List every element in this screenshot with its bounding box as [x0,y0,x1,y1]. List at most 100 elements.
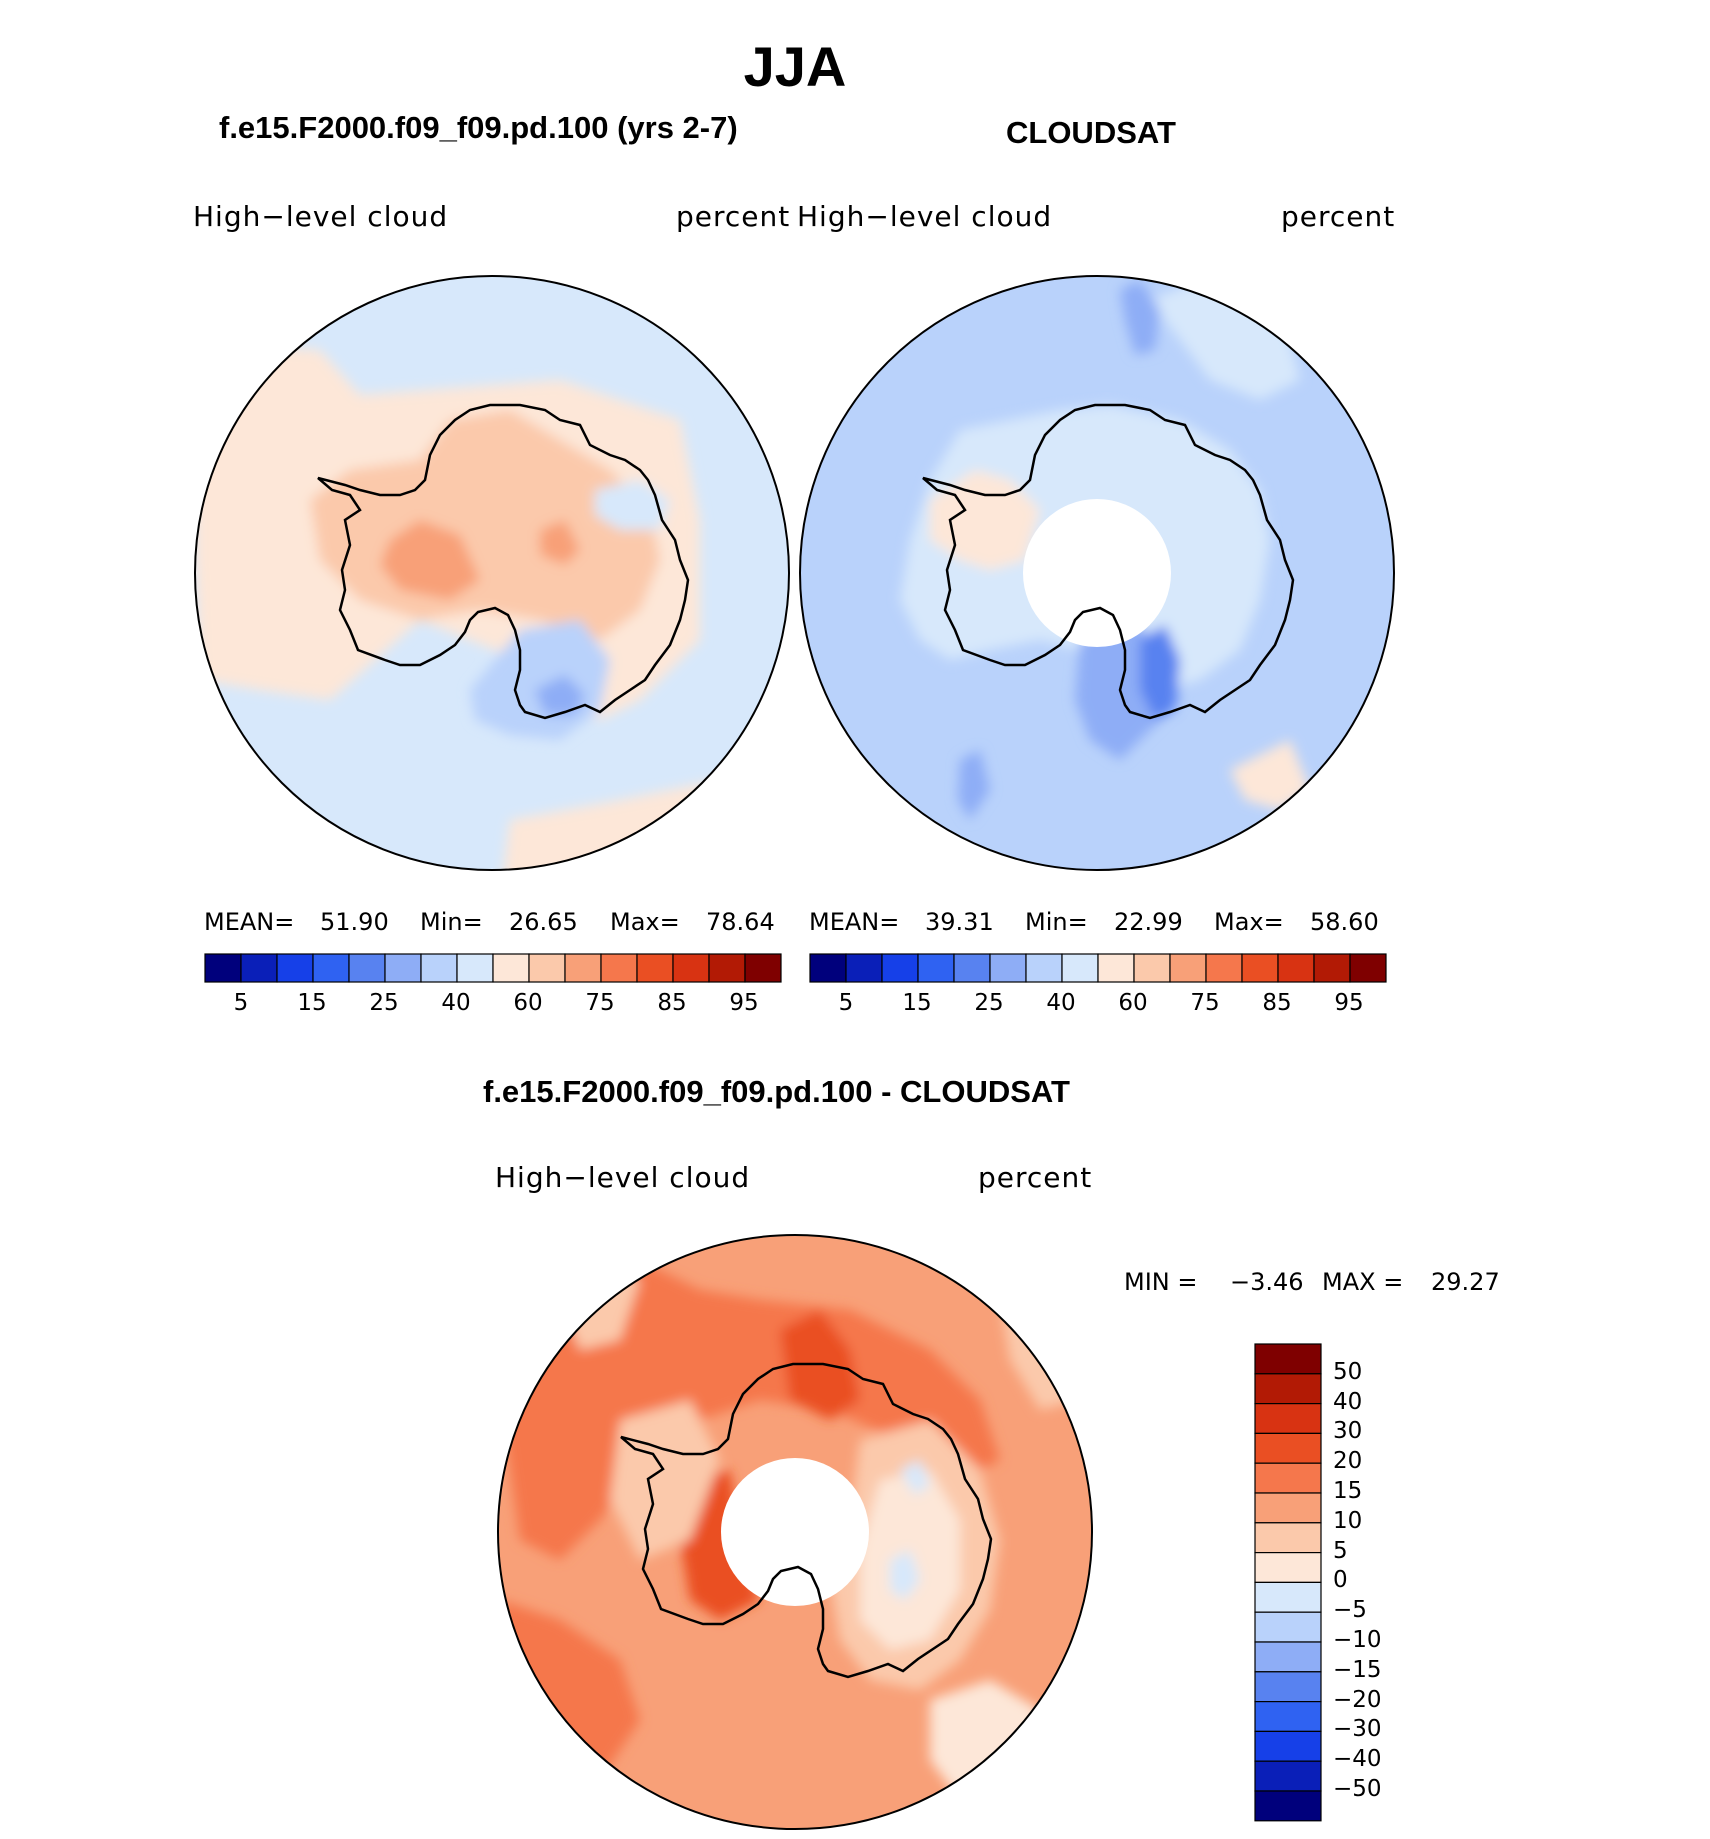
colorbar-swatch [204,953,242,983]
obs-map [800,276,1394,870]
colorbar-swatch [1349,953,1387,983]
colorbar-swatch [881,953,919,983]
colorbar-swatch [1169,953,1207,983]
tick-label: −10 [1333,1627,1382,1653]
colorbar-swatch [744,953,782,983]
tick-label: 95 [1334,990,1364,1016]
colorbar-swatch [845,953,883,983]
colorbar-swatch [1254,1790,1322,1822]
tick-label: 5 [1333,1538,1348,1564]
colorbar-swatch [1254,1373,1322,1405]
colorbar-diff [1254,1343,1322,1822]
model-min-value: 26.65 [509,908,578,936]
colorbar-swatch [1254,1701,1322,1733]
obs-mean-value: 39.31 [925,908,994,936]
map-fill [900,1460,930,1495]
tick-label: −40 [1333,1746,1382,1772]
map-fill [1140,625,1180,720]
tick-label: 75 [1190,990,1220,1016]
tick-label: 15 [297,990,327,1016]
map-fill [535,675,585,715]
obs-min-value: 22.99 [1114,908,1183,936]
tick-label: 50 [1333,1359,1363,1385]
colorbar-swatch [1025,953,1063,983]
colorbar-swatch [708,953,746,983]
map-fill [1230,740,1310,810]
diff-max-value: 29.27 [1431,1268,1500,1296]
colorbar-swatch [1254,1462,1322,1494]
colorbar-swatch [348,953,386,983]
model-mean-label: MEAN= [204,908,295,936]
map-fill [890,1550,920,1600]
coastline [922,403,1295,720]
colorbar-swatch [953,953,991,983]
colorbar-obs [809,953,1387,983]
colorbar-swatch [1254,1402,1322,1434]
colorbar-swatch [1205,953,1243,983]
colorbar-swatch [492,953,530,983]
colorbar-swatch [1254,1760,1322,1792]
map-fill [1120,280,1160,355]
colorbar-swatch [1254,1552,1322,1584]
tick-label: 5 [233,990,249,1016]
colorbar-swatch [1254,1730,1322,1762]
tick-label: 15 [902,990,932,1016]
tick-label: 10 [1333,1508,1363,1534]
tick-label: 40 [441,990,471,1016]
tick-label: 85 [1262,990,1292,1016]
tick-label: 60 [1118,990,1148,1016]
model-variable-label: High−level cloud [193,200,449,233]
colorbar-swatch [1097,953,1135,983]
colorbar-swatch [600,953,638,983]
model-max-label: Max= [610,908,680,936]
map-fill [500,1260,1000,1560]
tick-label: 0 [1333,1567,1348,1593]
colorbar-swatch [1254,1492,1322,1524]
tick-label: 20 [1333,1448,1363,1474]
colorbar-swatch [672,953,710,983]
tick-label: −15 [1333,1657,1382,1683]
colorbar-swatch [1254,1432,1322,1464]
colorbar-swatch [636,953,674,983]
tick-label: −20 [1333,1687,1382,1713]
tick-label: 85 [657,990,687,1016]
colorbar-swatch [1241,953,1279,983]
model-case-title: f.e15.F2000.f09_f09.pd.100 (yrs 2-7) [219,110,738,145]
colorbar-swatch [1254,1611,1322,1643]
model-max-value: 78.64 [706,908,775,936]
map-fill [540,520,580,565]
model-units-label: percent [676,200,791,233]
obs-title: CLOUDSAT [1006,115,1176,150]
tick-label: −30 [1333,1716,1382,1742]
obs-units-label: percent [1281,200,1396,233]
colorbar-swatch [240,953,278,983]
map-fill [930,470,1040,570]
diff-min-label: MIN = [1124,1268,1198,1296]
colorbar-swatch [1254,1343,1322,1375]
colorbar-swatch [917,953,955,983]
map-fill [500,780,720,870]
tick-label: 75 [585,990,615,1016]
diff-title: f.e15.F2000.f09_f09.pd.100 - CLOUDSAT [483,1074,1070,1109]
obs-max-value: 58.60 [1310,908,1379,936]
colorbar-swatch [420,953,458,983]
colorbar-swatch [1254,1522,1322,1554]
colorbar-swatch [1254,1581,1322,1613]
tick-label: 25 [369,990,399,1016]
colorbar-swatch [312,953,350,983]
map-fill [958,750,990,820]
tick-label: −50 [1333,1776,1382,1802]
obs-mean-label: MEAN= [809,908,900,936]
tick-label: 25 [974,990,1004,1016]
tick-label: 30 [1333,1418,1363,1444]
tick-label: −5 [1333,1597,1367,1623]
map-fill [380,520,480,600]
diff-units-label: percent [978,1161,1093,1194]
coastline [317,403,690,720]
colorbar-swatch [1313,953,1351,983]
figure-title: JJA [743,35,847,98]
tick-label: 15 [1333,1478,1363,1504]
colorbar-swatch [456,953,494,983]
colorbar-model [204,953,782,983]
